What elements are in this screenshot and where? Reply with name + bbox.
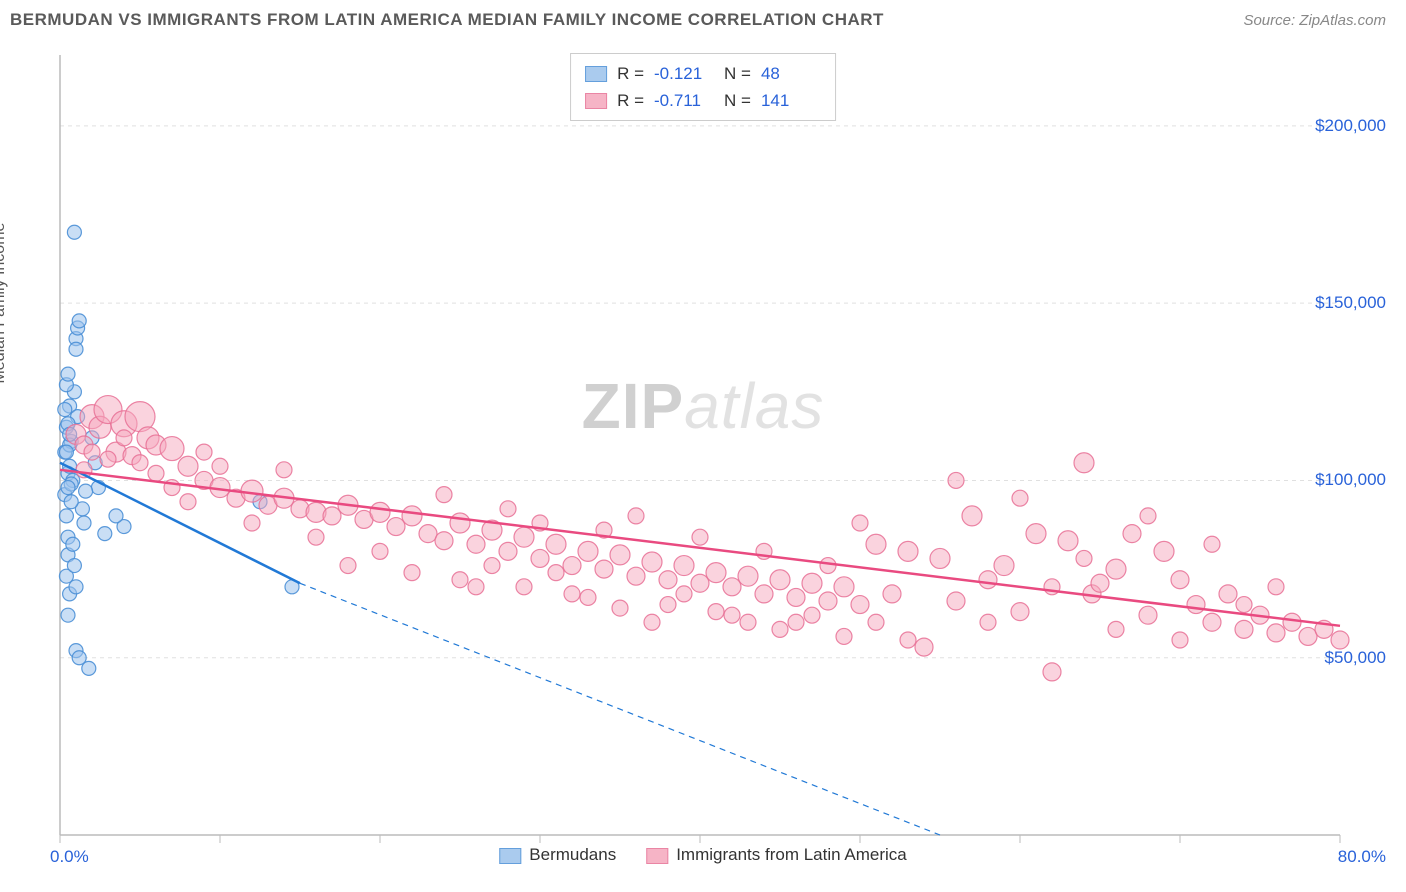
y-axis-tick-label: $100,000 — [1315, 470, 1386, 490]
y-axis-tick-label: $150,000 — [1315, 293, 1386, 313]
chart-source: Source: ZipAtlas.com — [1243, 12, 1386, 29]
r-label: R = — [617, 87, 644, 114]
legend-swatch-series1 — [585, 66, 607, 82]
r-value-series2: -0.711 — [654, 87, 714, 114]
y-axis-tick-label: $200,000 — [1315, 116, 1386, 136]
legend-item-series2: Immigrants from Latin America — [646, 845, 907, 865]
scatter-chart — [10, 45, 1396, 865]
chart-container: Median Family Income ZIPatlas R = -0.121… — [10, 45, 1396, 865]
n-label: N = — [724, 60, 751, 87]
series-legend: Bermudans Immigrants from Latin America — [499, 845, 906, 865]
n-value-series2: 141 — [761, 87, 821, 114]
x-axis-min-label: 0.0% — [50, 847, 89, 867]
legend-label-series1: Bermudans — [529, 845, 616, 864]
x-axis-max-label: 80.0% — [1338, 847, 1386, 867]
y-axis-tick-label: $50,000 — [1325, 648, 1386, 668]
legend-item-series1: Bermudans — [499, 845, 616, 865]
legend-swatch-series2 — [585, 93, 607, 109]
y-axis-label: Median Family Income — [0, 223, 9, 384]
chart-title: BERMUDAN VS IMMIGRANTS FROM LATIN AMERIC… — [10, 10, 884, 30]
correlation-legend: R = -0.121 N = 48 R = -0.711 N = 141 — [570, 53, 836, 121]
r-value-series1: -0.121 — [654, 60, 714, 87]
legend-swatch-icon — [499, 848, 521, 864]
legend-label-series2: Immigrants from Latin America — [676, 845, 907, 864]
legend-row-series2: R = -0.711 N = 141 — [585, 87, 821, 114]
legend-row-series1: R = -0.121 N = 48 — [585, 60, 821, 87]
r-label: R = — [617, 60, 644, 87]
n-value-series1: 48 — [761, 60, 821, 87]
n-label: N = — [724, 87, 751, 114]
legend-swatch-icon — [646, 848, 668, 864]
